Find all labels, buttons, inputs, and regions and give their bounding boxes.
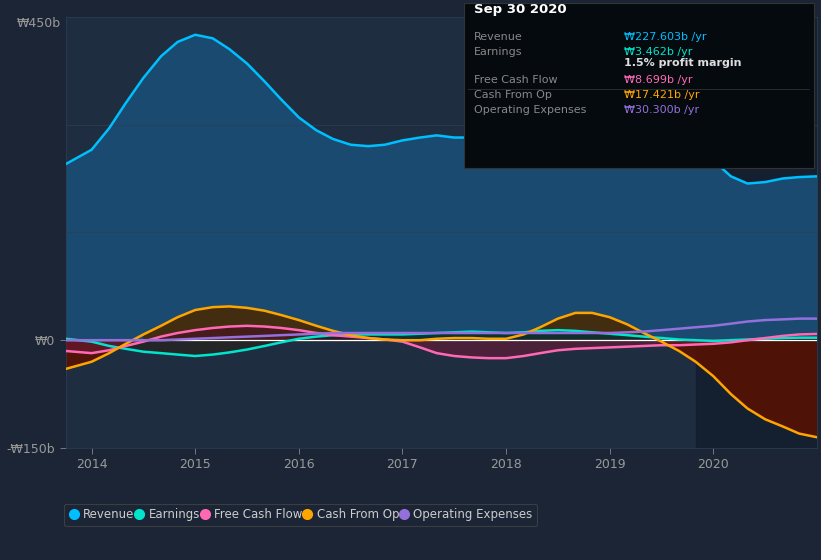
Text: ₩30.300b /yr: ₩30.300b /yr xyxy=(624,105,699,115)
Text: ₩8.699b /yr: ₩8.699b /yr xyxy=(624,75,692,85)
Text: ₩17.421b /yr: ₩17.421b /yr xyxy=(624,90,699,100)
Legend: Revenue, Earnings, Free Cash Flow, Cash From Op, Operating Expenses: Revenue, Earnings, Free Cash Flow, Cash … xyxy=(64,504,537,526)
Bar xyxy=(695,17,821,448)
Text: Cash From Op: Cash From Op xyxy=(474,90,552,100)
Text: 1.5% profit margin: 1.5% profit margin xyxy=(624,58,741,68)
Text: ₩3.462b /yr: ₩3.462b /yr xyxy=(624,47,692,57)
Text: Revenue: Revenue xyxy=(474,32,522,42)
Text: Operating Expenses: Operating Expenses xyxy=(474,105,586,115)
Text: Free Cash Flow: Free Cash Flow xyxy=(474,75,557,85)
Text: Earnings: Earnings xyxy=(474,47,522,57)
Text: ₩450b: ₩450b xyxy=(17,17,61,30)
Text: Sep 30 2020: Sep 30 2020 xyxy=(474,3,566,16)
Text: ₩227.603b /yr: ₩227.603b /yr xyxy=(624,32,706,42)
